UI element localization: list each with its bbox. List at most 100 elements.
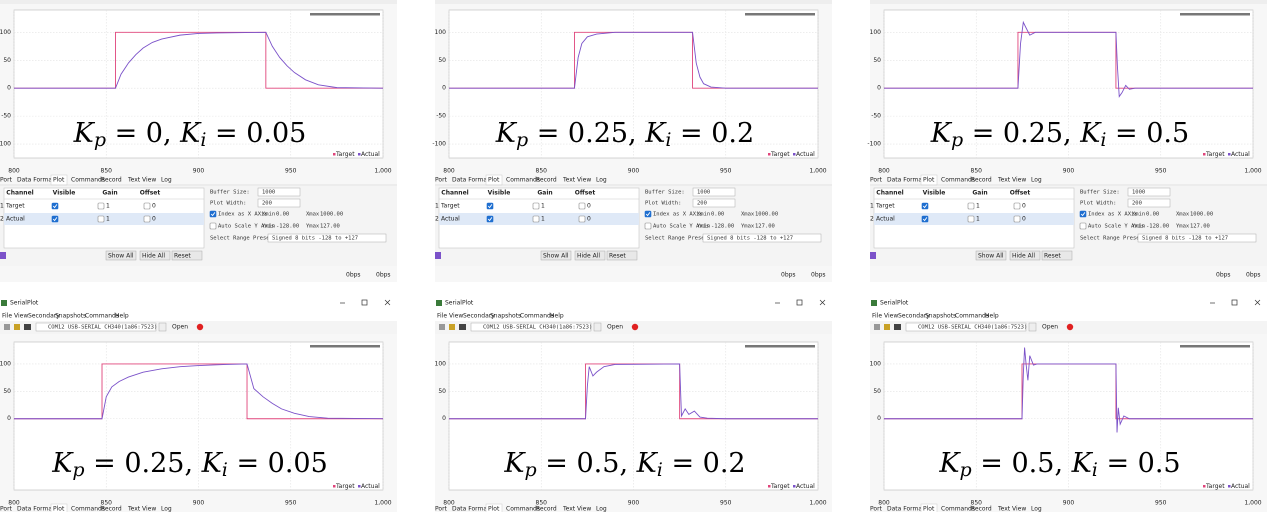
checkbox[interactable] xyxy=(51,215,59,223)
checkbox[interactable] xyxy=(51,202,59,210)
checkbox[interactable] xyxy=(532,215,540,223)
checkbox[interactable] xyxy=(486,215,494,223)
button[interactable] xyxy=(1009,250,1041,261)
checkbox[interactable] xyxy=(532,202,540,210)
tab[interactable]: Plot xyxy=(53,506,65,512)
tab[interactable]: Data Format xyxy=(17,506,55,512)
menu-item[interactable]: File xyxy=(437,313,447,320)
tab[interactable]: Plot xyxy=(53,177,65,184)
menu-item[interactable]: Help xyxy=(985,313,999,320)
tab[interactable]: Text View xyxy=(127,177,156,184)
refresh-button[interactable] xyxy=(158,322,167,332)
legend-label[interactable]: Actual xyxy=(796,483,815,490)
tab[interactable]: Text View xyxy=(562,177,591,184)
button-label[interactable]: Hide All xyxy=(1012,253,1035,260)
checkbox[interactable] xyxy=(644,222,652,230)
tab[interactable]: Log xyxy=(596,177,607,184)
checkbox[interactable] xyxy=(967,215,975,223)
tab[interactable]: Record xyxy=(536,177,557,184)
menu-item[interactable]: Help xyxy=(550,313,564,320)
checkbox[interactable] xyxy=(486,202,494,210)
tab[interactable]: Commands xyxy=(506,506,540,512)
tab[interactable]: Port xyxy=(0,506,13,512)
menu-item[interactable]: Secondary xyxy=(463,313,495,320)
tab[interactable]: Data Format xyxy=(17,177,55,184)
legend-label[interactable]: Actual xyxy=(1231,483,1250,490)
tab[interactable]: Record xyxy=(101,177,122,184)
spinbox[interactable] xyxy=(1127,198,1171,208)
legend-label[interactable]: Target xyxy=(770,483,790,490)
legend-label[interactable]: Target xyxy=(1205,483,1225,490)
checkbox[interactable] xyxy=(209,222,217,230)
legend-label[interactable]: Actual xyxy=(361,151,380,158)
tab[interactable]: Log xyxy=(1031,506,1042,512)
refresh-button[interactable] xyxy=(593,322,602,332)
button-label[interactable]: Hide All xyxy=(577,253,600,260)
legend-label[interactable]: Actual xyxy=(796,151,815,158)
checkbox[interactable] xyxy=(644,210,652,218)
checkbox[interactable] xyxy=(921,202,929,210)
tab[interactable]: Data Format xyxy=(452,177,490,184)
button[interactable] xyxy=(1041,250,1073,261)
combo[interactable] xyxy=(267,233,387,243)
checkbox[interactable] xyxy=(143,202,151,210)
tab[interactable]: Plot xyxy=(923,177,935,184)
combo[interactable] xyxy=(1137,233,1257,243)
menu-item[interactable]: Snapshots xyxy=(490,313,521,320)
tab[interactable]: Text View xyxy=(127,506,156,512)
button-label[interactable]: Show All xyxy=(543,253,569,260)
button[interactable] xyxy=(139,250,171,261)
menu-item[interactable]: View xyxy=(14,313,28,320)
checkbox[interactable] xyxy=(1079,222,1087,230)
button-label[interactable]: Reset xyxy=(1044,253,1061,260)
tab[interactable]: Port xyxy=(870,177,883,184)
checkbox[interactable] xyxy=(97,215,105,223)
button[interactable] xyxy=(540,250,572,261)
menu-item[interactable]: View xyxy=(449,313,463,320)
button[interactable] xyxy=(171,250,203,261)
checkbox[interactable] xyxy=(578,202,586,210)
checkbox[interactable] xyxy=(967,202,975,210)
open-button[interactable]: Open xyxy=(1042,324,1058,331)
button-label[interactable]: Reset xyxy=(174,253,191,260)
menu-item[interactable]: Snapshots xyxy=(55,313,86,320)
menu-item[interactable]: Secondary xyxy=(898,313,930,320)
tab[interactable]: Commands xyxy=(71,506,105,512)
tab[interactable]: Record xyxy=(536,506,557,512)
button[interactable] xyxy=(975,250,1007,261)
tab[interactable]: Plot xyxy=(488,506,500,512)
tab[interactable]: Port xyxy=(435,506,448,512)
open-button[interactable]: Open xyxy=(607,324,623,331)
tab[interactable]: Record xyxy=(101,506,122,512)
menu-item[interactable]: Snapshots xyxy=(925,313,956,320)
legend-label[interactable]: Target xyxy=(1205,151,1225,158)
menu-item[interactable]: Commands xyxy=(955,313,989,320)
button-label[interactable]: Reset xyxy=(609,253,626,260)
button[interactable] xyxy=(574,250,606,261)
tab[interactable]: Port xyxy=(435,177,448,184)
tab[interactable]: Log xyxy=(161,177,172,184)
checkbox[interactable] xyxy=(1013,215,1021,223)
checkbox[interactable] xyxy=(97,202,105,210)
spinbox[interactable] xyxy=(257,187,301,197)
tab[interactable]: Commands xyxy=(506,177,540,184)
record-button[interactable] xyxy=(196,323,204,331)
button[interactable] xyxy=(606,250,638,261)
menu-item[interactable]: Commands xyxy=(85,313,119,320)
button-label[interactable]: Show All xyxy=(108,253,134,260)
record-button[interactable] xyxy=(1066,323,1074,331)
port-combo[interactable] xyxy=(905,322,1027,332)
tab[interactable]: Log xyxy=(1031,177,1042,184)
combo[interactable] xyxy=(702,233,822,243)
tab[interactable]: Log xyxy=(596,506,607,512)
menu-item[interactable]: View xyxy=(884,313,898,320)
legend-label[interactable]: Actual xyxy=(1231,151,1250,158)
tab[interactable]: Data Format xyxy=(887,177,925,184)
open-button[interactable]: Open xyxy=(172,324,188,331)
tab[interactable]: Plot xyxy=(923,506,935,512)
tab[interactable]: Data Format xyxy=(452,506,490,512)
menu-item[interactable]: Commands xyxy=(520,313,554,320)
legend-label[interactable]: Target xyxy=(770,151,790,158)
tab[interactable]: Record xyxy=(971,177,992,184)
legend-label[interactable]: Target xyxy=(335,151,355,158)
